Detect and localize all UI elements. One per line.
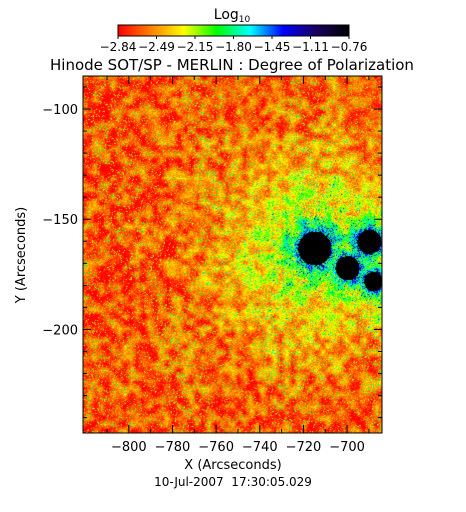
plot-area: −800 −780 −760 −740 −720 −700 −100 −150 −200 xyxy=(42,75,383,455)
colorbar-tick-label: −0.76 xyxy=(331,40,368,54)
x-tick-label: −780 xyxy=(155,440,191,455)
heatmap-image xyxy=(83,76,382,433)
plot-frame xyxy=(82,75,383,434)
colorbar-tick-label: −2.84 xyxy=(100,40,137,54)
colorbar-tick-label: −2.49 xyxy=(138,40,175,54)
x-tick-label: −720 xyxy=(286,440,322,455)
x-axis-label: X (Arcseconds) xyxy=(184,458,281,473)
colorbar-tick-label: −1.11 xyxy=(292,40,329,54)
colorbar-title-subscript: 10 xyxy=(239,15,251,25)
y-tick-label: −100 xyxy=(42,103,78,118)
y-tick-label: −150 xyxy=(42,213,78,228)
y-tick-label: −200 xyxy=(42,323,78,338)
colorbar-strip xyxy=(117,24,350,37)
colorbar-title: Log10 xyxy=(214,7,251,25)
colorbar: Log10 −2.84 −2.49 −2.15 −1.80 −1.45 −1.11 −0.7… xyxy=(100,7,368,54)
x-tick-label: −760 xyxy=(198,440,234,455)
colorbar-tick-label: −2.15 xyxy=(177,40,214,54)
x-tick-label: −700 xyxy=(329,440,365,455)
x-axis: −800 −780 −760 −740 −720 −700 xyxy=(106,76,370,455)
chart-title: Hinode SOT/SP - MERLIN : Degree of Polar… xyxy=(50,56,414,74)
x-tick-label: −740 xyxy=(242,440,278,455)
y-axis: −100 −150 −200 xyxy=(42,86,382,419)
colorbar-tick-label: −1.45 xyxy=(254,40,291,54)
timestamp: 10-Jul-2007 17:30:05.029 xyxy=(154,475,312,489)
y-axis-label: Y (Arcseconds) xyxy=(14,207,29,304)
colorbar-tick-label: −1.80 xyxy=(215,40,252,54)
colorbar-ticks: −2.84 −2.49 −2.15 −1.80 −1.45 −1.11 −0.76 xyxy=(100,36,368,54)
x-tick-label: −800 xyxy=(111,440,147,455)
